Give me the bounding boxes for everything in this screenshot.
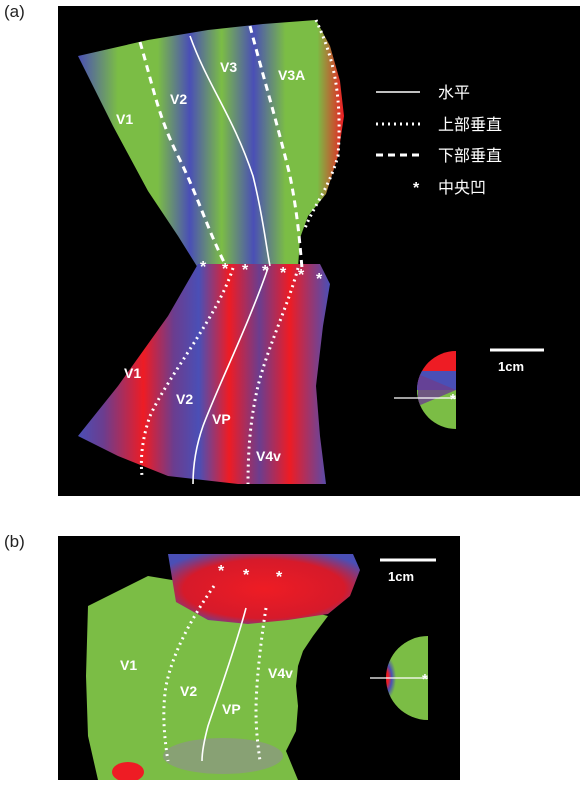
fovea-marker: * xyxy=(218,563,225,580)
fovea-marker: * xyxy=(276,569,283,586)
panel-b-area-label-v2: V2 xyxy=(180,683,197,699)
upper-map-region xyxy=(78,20,344,268)
boundary-v1-v2-upper xyxy=(138,41,228,267)
panel-b-area-label-v4v: V4v xyxy=(268,665,293,681)
boundary-v2-vp-horizontal xyxy=(192,267,269,485)
panel-b-red-patch xyxy=(112,762,144,780)
fovea-marker: * xyxy=(200,259,207,276)
area-label-v1-lower: V1 xyxy=(124,365,141,381)
panel-a-figure: * * * * * * * V1 V2 V3 V3A V1 V2 VP V4v … xyxy=(58,6,580,496)
fovea-marker: * xyxy=(222,261,229,278)
panel-a-label: (a) xyxy=(4,2,25,21)
panel-b-figure: * * * V1 V2 VP V4v 1cm * xyxy=(58,536,460,780)
boundary-v1-v2-lower xyxy=(139,267,235,477)
fovea-marker: * xyxy=(280,265,287,282)
scale-bar-a-label: 1cm xyxy=(498,359,524,374)
area-label-vp-lower: VP xyxy=(212,411,231,427)
panel-b-boundary-v1-v2 xyxy=(162,585,216,762)
visual-field-key-a-fovea: * xyxy=(450,391,456,408)
panel-b-red-region xyxy=(168,554,360,624)
fovea-marker: * xyxy=(242,262,249,279)
fovea-marker: * xyxy=(316,271,323,288)
legend: 水平 上部垂直 下部垂直 * 中央凹 xyxy=(376,84,502,197)
panel-b-area-label-vp: VP xyxy=(222,701,241,717)
legend-label-horizontal: 水平 xyxy=(438,84,470,102)
lower-map-region xyxy=(78,264,330,484)
area-label-v2-lower: V2 xyxy=(176,391,193,407)
boundary-v3-v3a-upper xyxy=(248,25,304,269)
fovea-marker: * xyxy=(262,263,269,280)
fovea-marker: * xyxy=(243,567,250,584)
panel-b-map-region xyxy=(86,576,328,780)
legend-label-fovea: 中央凹 xyxy=(438,179,486,197)
fovea-marker: * xyxy=(298,267,305,284)
panel-b-area-label-v1: V1 xyxy=(120,657,137,673)
panel-b-boundary-v2-vp xyxy=(201,607,247,762)
area-label-v4v-lower: V4v xyxy=(256,448,281,464)
area-label-v2-upper: V2 xyxy=(170,91,187,107)
area-label-v1-upper: V1 xyxy=(116,111,133,127)
legend-asterisk-symbol: * xyxy=(413,180,420,197)
scale-bar-b-label: 1cm xyxy=(388,569,414,584)
visual-field-key-b-fovea: * xyxy=(422,671,428,688)
area-label-v3a-upper: V3A xyxy=(278,67,305,83)
panel-b-gray-patch xyxy=(163,738,283,774)
boundary-v2-v3-horizontal xyxy=(189,35,271,267)
area-label-v3-upper: V3 xyxy=(220,59,237,75)
legend-label-lower-vertical: 下部垂直 xyxy=(438,147,502,165)
boundary-vp-v4v-lower xyxy=(246,267,300,485)
fovea-markers-b: * * * xyxy=(218,563,283,586)
panel-b-label: (b) xyxy=(4,532,25,551)
boundary-v3a-edge xyxy=(302,19,341,232)
legend-label-upper-vertical: 上部垂直 xyxy=(438,116,502,134)
fovea-markers-a: * * * * * * * xyxy=(200,259,323,288)
